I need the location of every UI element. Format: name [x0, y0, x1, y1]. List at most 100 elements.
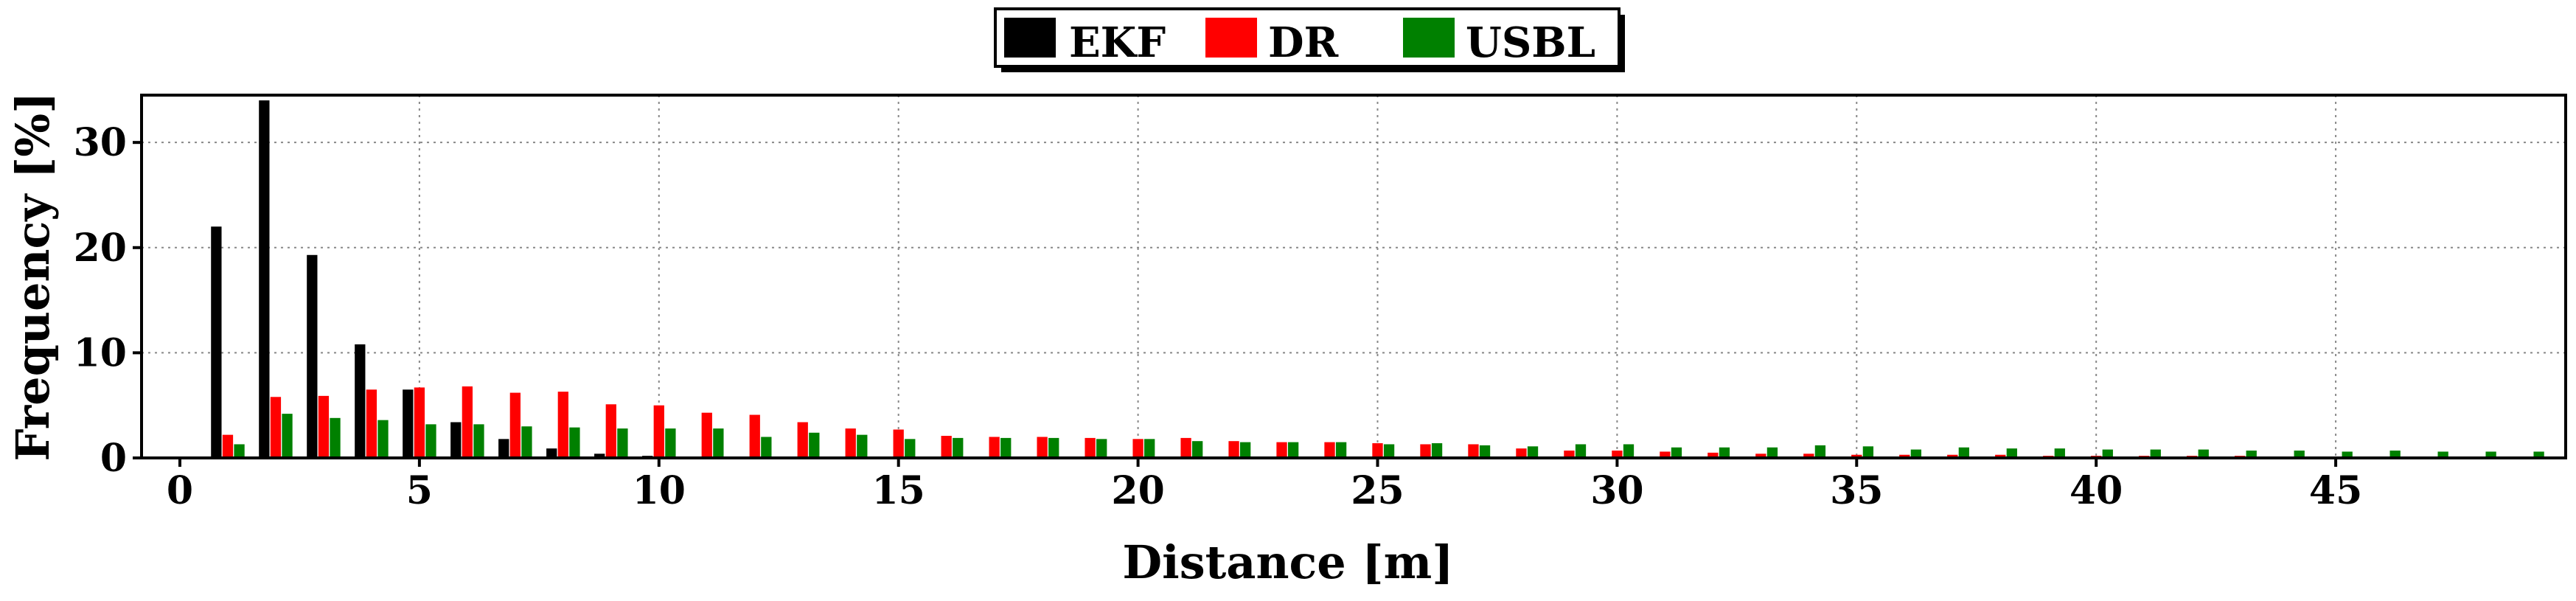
x-tick-label: 15: [872, 468, 925, 513]
bar-usbl-14: [857, 434, 868, 458]
bar-dr-6: [462, 386, 473, 458]
y-axis-label: Frequency [%]: [6, 92, 60, 462]
bar-usbl-46: [2389, 451, 2401, 458]
bar-usbl-25: [1383, 444, 1395, 458]
legend-swatch-ekf: [1004, 18, 1056, 58]
bar-usbl-13: [809, 432, 820, 458]
x-tick-label: 35: [1830, 468, 1883, 513]
bar-usbl-42: [2198, 449, 2209, 458]
bar-dr-15: [893, 429, 904, 458]
bar-usbl-8: [569, 427, 580, 458]
bar-usbl-38: [2006, 448, 2017, 458]
x-tick-label: 25: [1351, 468, 1404, 513]
bar-usbl-35: [1862, 446, 1874, 458]
bar-dr-26: [1420, 444, 1431, 458]
bar-usbl-36: [1910, 449, 1922, 458]
bar-dr-19: [1085, 437, 1096, 458]
bar-usbl-24: [1335, 442, 1347, 458]
bar-usbl-39: [2054, 448, 2065, 458]
legend-label-usbl: USBL: [1466, 18, 1595, 67]
bar-usbl-32: [1719, 447, 1730, 458]
bar-usbl-18: [1048, 437, 1059, 458]
bar-usbl-44: [2294, 451, 2305, 458]
bar-usbl-10: [665, 428, 676, 458]
bar-usbl-5: [425, 424, 436, 458]
bar-usbl-47: [2437, 451, 2448, 458]
bar-usbl-48: [2485, 451, 2496, 458]
bar-ekf-1: [211, 226, 222, 458]
bar-dr-2: [270, 397, 282, 458]
y-ticks: 0 10 20 30: [74, 120, 142, 481]
bar-dr-4: [366, 389, 377, 458]
bar-dr-37: [1947, 454, 1958, 458]
bar-usbl-16: [953, 437, 964, 458]
bar-usbl-29: [1575, 444, 1587, 458]
bar-usbl-23: [1287, 442, 1299, 458]
bars: [211, 100, 2544, 458]
bar-usbl-27: [1479, 445, 1491, 458]
bar-usbl-26: [1431, 443, 1443, 458]
bar-ekf-9: [594, 454, 605, 458]
bar-dr-17: [989, 437, 1000, 458]
bar-dr-1: [222, 434, 234, 458]
bar-dr-31: [1660, 451, 1671, 458]
bar-ekf-7: [498, 439, 509, 458]
bar-dr-9: [605, 404, 616, 458]
legend: EKF DR USBL: [994, 7, 1625, 72]
bar-dr-29: [1564, 451, 1575, 458]
bar-ekf-4: [355, 344, 366, 458]
bar-usbl-43: [2246, 451, 2257, 458]
bar-dr-33: [1755, 454, 1766, 458]
bar-usbl-21: [1192, 441, 1203, 458]
x-tick-label: 20: [1111, 468, 1164, 513]
bar-usbl-22: [1239, 442, 1251, 458]
bar-dr-35: [1851, 454, 1862, 458]
bar-dr-21: [1180, 437, 1191, 458]
bar-dr-22: [1228, 441, 1239, 458]
x-ticks: 0 5 10 15 20 25 30 35 40 45: [167, 458, 2362, 513]
bar-usbl-4: [377, 420, 389, 458]
bar-usbl-15: [905, 439, 916, 458]
bar-ekf-5: [403, 389, 414, 458]
legend-label-ekf: EKF: [1069, 18, 1166, 67]
bar-usbl-20: [1144, 439, 1155, 458]
bar-usbl-49: [2533, 451, 2544, 458]
bar-usbl-45: [2342, 451, 2353, 458]
bar-usbl-30: [1623, 444, 1635, 458]
bar-dr-18: [1037, 437, 1048, 458]
bar-usbl-33: [1766, 447, 1778, 458]
bar-usbl-40: [2102, 449, 2113, 458]
x-tick-label: 5: [406, 468, 433, 513]
bar-dr-24: [1324, 442, 1335, 458]
bar-ekf-6: [450, 422, 462, 458]
bar-usbl-12: [761, 437, 772, 458]
bar-usbl-3: [330, 417, 341, 458]
bar-dr-27: [1468, 444, 1479, 458]
bar-dr-13: [797, 422, 808, 458]
bar-ekf-2: [259, 100, 270, 458]
legend-label-dr: DR: [1268, 18, 1339, 67]
bar-dr-30: [1612, 451, 1623, 458]
bar-usbl-34: [1814, 445, 1826, 458]
bar-usbl-19: [1096, 439, 1107, 458]
x-tick-label: 45: [2309, 468, 2362, 513]
bar-usbl-17: [1000, 437, 1012, 458]
bar-dr-11: [701, 412, 712, 458]
bar-dr-28: [1516, 448, 1527, 458]
bar-usbl-2: [282, 414, 293, 458]
bar-dr-12: [749, 414, 760, 458]
bar-dr-20: [1132, 439, 1143, 458]
y-tick-label: 0: [100, 436, 127, 481]
bar-usbl-11: [713, 428, 724, 458]
bar-dr-34: [1803, 454, 1814, 458]
bar-ekf-8: [546, 448, 557, 458]
bar-usbl-37: [1958, 447, 1969, 458]
bar-dr-23: [1276, 442, 1287, 458]
bar-dr-25: [1372, 443, 1383, 458]
bar-dr-36: [1899, 454, 1910, 458]
bar-dr-32: [1708, 452, 1719, 458]
bar-usbl-9: [617, 428, 628, 458]
bar-dr-5: [414, 387, 425, 458]
